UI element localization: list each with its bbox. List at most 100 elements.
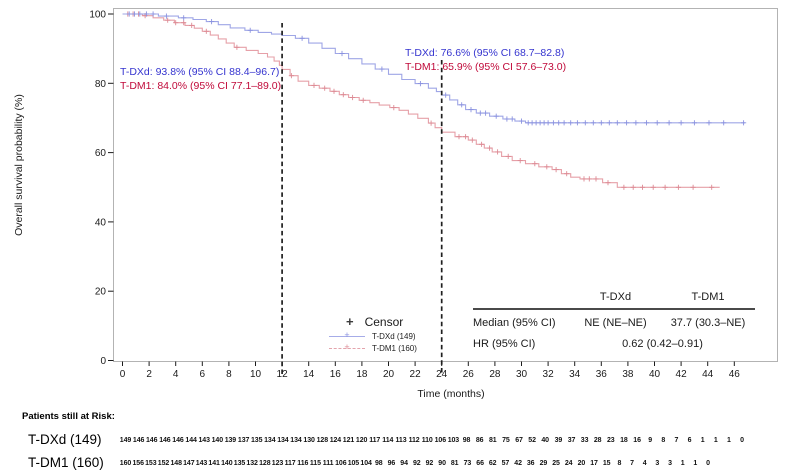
risk-value: 39 <box>554 437 563 444</box>
risk-value: 8 <box>661 437 666 444</box>
risk-value: 33 <box>580 437 589 444</box>
legend-censor-label: Censor <box>364 315 404 329</box>
risk-value: 28 <box>593 437 602 444</box>
y-tick-label: 0 <box>100 356 106 367</box>
risk-value: 113 <box>395 437 407 444</box>
risk-value: 146 <box>159 437 171 444</box>
risk-value: 153 <box>145 460 157 467</box>
risk-value: 116 <box>297 460 309 467</box>
x-tick-label: 22 <box>410 369 422 380</box>
risk-value: 143 <box>198 437 210 444</box>
risk-value: 134 <box>264 437 276 444</box>
legend-item-tdm1-label: T-DM1 (160) <box>372 344 417 353</box>
legend-censor-row: + Censor <box>329 315 417 329</box>
stats-table-header-row: T-DXd T-DM1 <box>473 291 755 310</box>
legend-item-tdxd-label: T-DXd (149) <box>372 332 416 341</box>
x-tick-label: 10 <box>250 369 262 380</box>
y-tick-label: 60 <box>95 148 107 159</box>
x-tick-label: 36 <box>596 369 608 380</box>
risk-value: 67 <box>515 437 523 444</box>
risk-value: 3 <box>655 460 660 467</box>
x-tick-label: 12 <box>277 369 289 380</box>
risk-value: 1 <box>726 437 731 444</box>
risk-value: 120 <box>355 437 368 444</box>
x-tick-label: 24 <box>436 369 448 380</box>
risk-value: 17 <box>590 460 598 467</box>
risk-value: 135 <box>250 437 263 444</box>
risk-value: 7 <box>630 460 634 467</box>
risk-value: 134 <box>277 437 289 444</box>
risk-value: 149 <box>119 437 132 444</box>
risk-value: 110 <box>421 437 433 444</box>
x-tick-label: 30 <box>516 369 528 380</box>
risk-value: 146 <box>132 437 145 444</box>
risk-value: 140 <box>211 437 223 444</box>
risk-row-label-tdxd: T-DXd (149) <box>28 432 102 447</box>
stats-median-tdm1: 37.7 (30.3–NE) <box>670 317 746 329</box>
risk-value: 40 <box>541 437 549 444</box>
risk-value: 8 <box>617 460 622 467</box>
x-tick-label: 26 <box>463 369 475 380</box>
x-tick-label: 6 <box>200 369 206 380</box>
y-tick-label: 100 <box>89 10 106 21</box>
risk-value: 1 <box>693 460 698 467</box>
stats-median-tdxd: NE (NE–NE) <box>584 317 647 329</box>
legend: + Censor + T-DXd (149) + T-DM1 (160) <box>329 315 417 353</box>
risk-value: 7 <box>674 437 679 444</box>
stats-header-spacer <box>473 291 570 303</box>
risk-value: 62 <box>488 460 497 467</box>
risk-value: 81 <box>489 437 497 444</box>
risk-value: 144 <box>185 437 197 444</box>
risk-value: 23 <box>607 437 615 444</box>
risk-value: 15 <box>602 460 611 467</box>
risk-value: 37 <box>567 437 576 444</box>
risk-value: 0 <box>706 460 710 467</box>
risk-value: 25 <box>552 460 560 467</box>
risk-value: 52 <box>528 437 536 444</box>
risk-values-tdm1: 160 156 153 152 148 147 143 141 140 135 132 128 123 1… <box>0 460 802 470</box>
stats-header-tdxd: T-DXd <box>599 291 632 303</box>
risk-value: 98 <box>375 460 383 467</box>
annotation-12-months: T-DXd: 93.8% (95% CI 88.4–96.7) T-DM1: 8… <box>120 66 281 93</box>
risk-value: 111 <box>322 460 334 467</box>
risk-value: 117 <box>369 437 381 444</box>
risk-table-header: Patients still at Risk: <box>22 411 115 422</box>
x-tick-label: 28 <box>489 369 501 380</box>
stats-header-tdm1: T-DM1 <box>691 291 725 303</box>
y-tick-label: 40 <box>95 217 107 228</box>
risk-value: 112 <box>408 437 420 444</box>
x-tick-label: 38 <box>622 369 634 380</box>
risk-value: 137 <box>237 437 250 444</box>
risk-value: 90 <box>438 460 446 467</box>
risk-value: 18 <box>620 437 628 444</box>
risk-value: 135 <box>233 460 246 467</box>
legend-item-tdxd: + T-DXd (149) <box>329 331 417 341</box>
x-tick-label: 16 <box>330 369 342 380</box>
risk-value: 92 <box>425 460 434 467</box>
risk-value: 114 <box>382 437 394 444</box>
censor-plus-icon: + <box>346 314 354 329</box>
x-tick-label: 40 <box>649 369 661 380</box>
risk-value: 106 <box>434 437 446 444</box>
risk-value: 115 <box>309 460 321 467</box>
tdxd-legend-line-icon: + <box>329 331 365 341</box>
stats-row-median: Median (95% CI) NE (NE–NE) 37.7 (30.3–NE… <box>473 310 755 329</box>
x-tick-label: 34 <box>569 369 581 380</box>
x-tick-label: 18 <box>356 369 368 380</box>
risk-value: 156 <box>132 460 144 467</box>
risk-value: 128 <box>316 437 328 444</box>
plot-frame <box>113 8 778 362</box>
stats-row-hr: HR (95% CI) 0.62 (0.42–0.91) <box>473 329 755 350</box>
risk-value: 146 <box>172 437 184 444</box>
x-tick-label: 4 <box>173 369 179 380</box>
risk-value: 146 <box>145 437 158 444</box>
y-tick-label: 20 <box>95 287 107 298</box>
x-tick-label: 42 <box>676 369 688 380</box>
annotation-12mo-tdxd: T-DXd: 93.8% (95% CI 88.4–96.7) <box>120 66 280 78</box>
risk-row-label-tdm1: T-DM1 (160) <box>28 455 104 470</box>
x-axis-title: Time (months) <box>417 388 485 400</box>
risk-value: 147 <box>183 460 195 467</box>
risk-value: 0 <box>740 437 744 444</box>
